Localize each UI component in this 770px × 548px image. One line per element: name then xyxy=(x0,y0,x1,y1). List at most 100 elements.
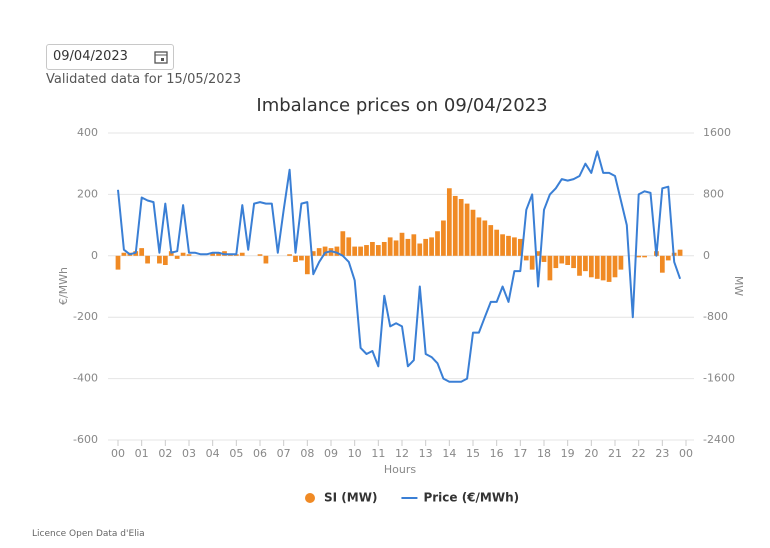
y-tick-label: 400 xyxy=(77,126,98,139)
bar xyxy=(145,255,150,264)
x-tick-label: 09 xyxy=(324,447,338,460)
x-tick-label: 07 xyxy=(277,447,291,460)
x-tick-label: 08 xyxy=(300,447,314,460)
x-tick-label: 00 xyxy=(111,447,125,460)
bar xyxy=(393,240,399,256)
x-tick-label: 03 xyxy=(182,447,196,460)
x-tick-label: 16 xyxy=(490,447,504,460)
bar xyxy=(523,255,529,261)
bar xyxy=(310,251,316,256)
x-tick-label: 14 xyxy=(442,447,456,460)
bar xyxy=(435,231,440,256)
bar xyxy=(476,217,482,256)
bar xyxy=(547,255,553,281)
bar xyxy=(121,252,127,256)
bar xyxy=(446,188,452,256)
bar xyxy=(287,254,292,256)
bar xyxy=(571,255,576,269)
bar xyxy=(577,255,582,276)
bar xyxy=(559,255,565,264)
legend-marker xyxy=(305,493,315,503)
legend-label: SI (MW) xyxy=(324,491,377,505)
bar xyxy=(535,251,541,256)
x-tick-label: 12 xyxy=(395,447,409,460)
bar xyxy=(417,243,423,256)
bar xyxy=(210,252,216,256)
x-tick-label: 15 xyxy=(466,447,480,460)
x-tick-label: 18 xyxy=(537,447,551,460)
x-tick-label: 11 xyxy=(371,447,385,460)
bar xyxy=(517,238,523,256)
bar xyxy=(257,254,263,256)
y2-tick-label: 800 xyxy=(703,187,724,200)
bar xyxy=(677,249,683,256)
bar xyxy=(381,241,387,256)
x-tick-label: 19 xyxy=(561,447,575,460)
y2-tick-label: 1600 xyxy=(703,126,731,139)
bar xyxy=(464,203,470,256)
bar xyxy=(529,255,535,270)
bar xyxy=(316,248,322,256)
bar xyxy=(665,255,671,261)
y2-tick-label: 0 xyxy=(703,249,710,262)
bar xyxy=(429,237,434,256)
x-tick-label: 05 xyxy=(229,447,243,460)
bar xyxy=(334,246,340,256)
bar xyxy=(588,255,594,278)
y2-tick-label: -1600 xyxy=(703,372,735,385)
bar xyxy=(304,255,310,275)
bar xyxy=(512,237,517,256)
bar xyxy=(352,246,358,256)
x-tick-label: 06 xyxy=(253,447,267,460)
x-tick-label: 01 xyxy=(135,447,149,460)
x-tick-label: 21 xyxy=(608,447,622,460)
bar xyxy=(494,229,500,256)
bar xyxy=(452,195,458,256)
bar xyxy=(565,255,571,266)
bar xyxy=(458,199,464,256)
bar xyxy=(358,246,363,256)
bar xyxy=(636,255,642,258)
bar xyxy=(612,255,618,278)
bar xyxy=(618,255,624,270)
bar xyxy=(594,255,600,279)
bar xyxy=(541,255,547,262)
y2-axis-title: MW xyxy=(732,276,745,296)
bar xyxy=(346,237,352,256)
date-input[interactable]: 09/04/2023 xyxy=(46,44,174,70)
licence: Licence Open Data d'Elia xyxy=(32,529,145,539)
bar xyxy=(115,255,121,270)
bar xyxy=(583,255,588,272)
bar xyxy=(441,220,446,256)
bar xyxy=(488,225,494,256)
x-tick-label: 02 xyxy=(158,447,172,460)
y-tick-label: -400 xyxy=(73,372,98,385)
x-tick-label: 23 xyxy=(655,447,669,460)
bar xyxy=(553,255,559,269)
bar xyxy=(506,235,511,256)
bar xyxy=(423,238,429,256)
bar xyxy=(139,248,145,256)
bar xyxy=(157,255,162,264)
y2-tick-label: -800 xyxy=(703,310,728,323)
bar xyxy=(322,246,328,256)
x-tick-label: 00 xyxy=(679,447,693,460)
x-tick-label: 20 xyxy=(584,447,598,460)
x-tick-label: 22 xyxy=(632,447,646,460)
bar xyxy=(340,231,346,256)
chart-title: Imbalance prices on 09/04/2023 xyxy=(256,95,547,116)
bar xyxy=(370,241,375,256)
bar xyxy=(642,255,647,258)
y-tick-label: -600 xyxy=(73,433,98,446)
date-value: 09/04/2023 xyxy=(53,49,128,64)
y-tick-label: -200 xyxy=(73,310,98,323)
chart: Imbalance prices on 09/04/2023 Hours €/M… xyxy=(57,95,745,505)
x-tick-label: 10 xyxy=(348,447,362,460)
bar xyxy=(180,252,186,256)
y2-tick-label: -2400 xyxy=(703,433,735,446)
bar xyxy=(239,252,245,256)
bar xyxy=(186,254,192,256)
bar xyxy=(364,245,369,256)
bar xyxy=(387,237,393,256)
